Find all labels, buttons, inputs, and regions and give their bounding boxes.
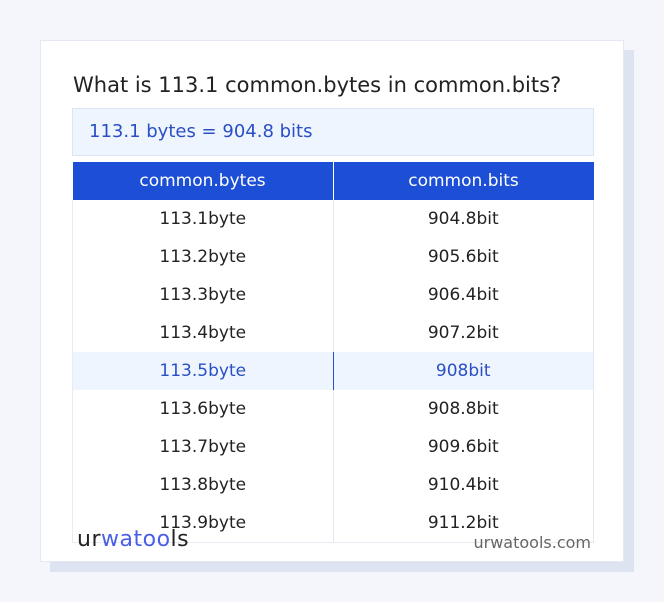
- urwatools-logo[interactable]: urwatools: [77, 527, 190, 552]
- table-row: 113.6byte 908.8bit: [72, 390, 594, 428]
- table-row: 113.4byte 907.2bit: [72, 314, 594, 352]
- table-row: 113.3byte 906.4bit: [72, 276, 594, 314]
- bytes-cell: 113.4byte: [72, 314, 334, 352]
- bits-cell: 906.4bit: [332, 276, 594, 314]
- column-header-bytes: common.bytes: [72, 162, 334, 200]
- bits-cell: 910.4bit: [332, 466, 594, 504]
- bits-cell: 907.2bit: [332, 314, 594, 352]
- site-url[interactable]: urwatools.com: [473, 533, 592, 552]
- conversion-table: common.bytes common.bits 113.1byte 904.8b…: [72, 162, 594, 543]
- bits-cell: 911.2bit: [332, 504, 594, 543]
- bits-cell: 908bit: [332, 352, 594, 390]
- bytes-cell: 113.6byte: [72, 390, 334, 428]
- bits-cell: 905.6bit: [332, 238, 594, 276]
- page-title: What is 113.1 common.bytes in common.bit…: [73, 73, 562, 97]
- bits-cell: 909.6bit: [332, 428, 594, 466]
- table-row: 113.8byte 910.4bit: [72, 466, 594, 504]
- conversion-card: What is 113.1 common.bytes in common.bit…: [40, 40, 624, 562]
- column-header-bits: common.bits: [333, 162, 594, 200]
- table-row: 113.2byte 905.6bit: [72, 238, 594, 276]
- bytes-cell: 113.2byte: [72, 238, 334, 276]
- bits-cell: 908.8bit: [332, 390, 594, 428]
- table-row: 113.5byte 908bit: [72, 352, 594, 390]
- bits-cell: 904.8bit: [332, 200, 594, 238]
- bytes-cell: 113.1byte: [72, 200, 334, 238]
- table-row: 113.7byte 909.6bit: [72, 428, 594, 466]
- table-row: 113.9byte 911.2bit: [72, 504, 594, 543]
- table-row: 113.1byte 904.8bit: [72, 200, 594, 238]
- bytes-cell: 113.8byte: [72, 466, 334, 504]
- bytes-cell: 113.9byte: [72, 504, 334, 543]
- bytes-cell: 113.7byte: [72, 428, 334, 466]
- result-box: 113.1 bytes = 904.8 bits: [72, 108, 594, 156]
- bytes-cell: 113.3byte: [72, 276, 334, 314]
- bytes-cell: 113.5byte: [72, 352, 334, 390]
